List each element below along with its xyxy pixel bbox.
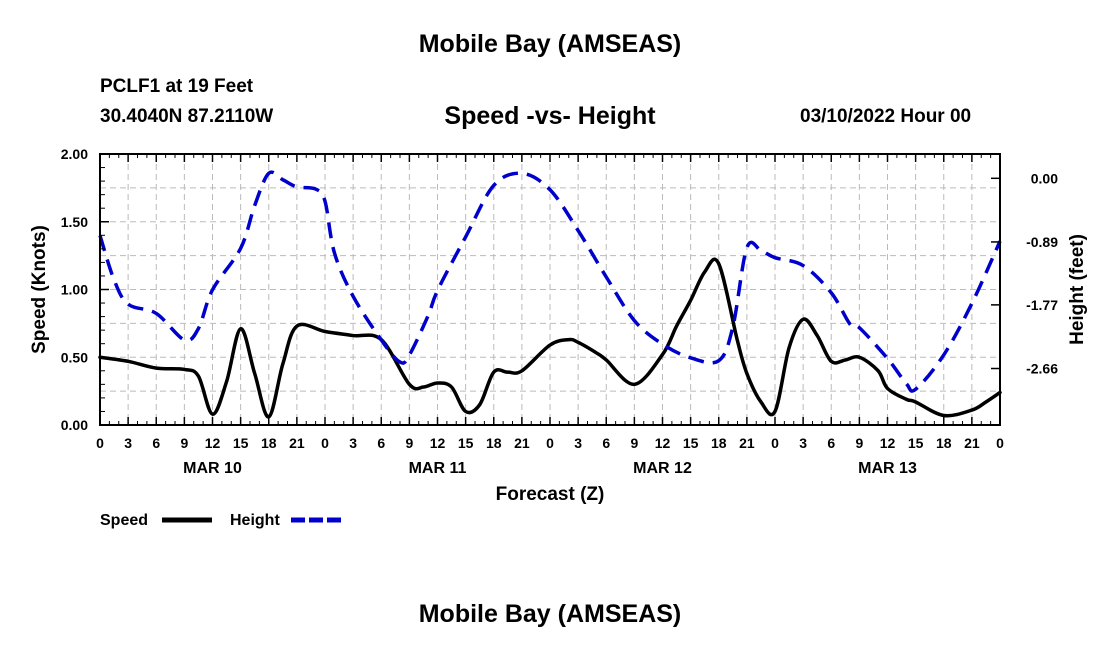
x-tick-label: 12 [205, 435, 221, 451]
y-tick-label: 0.50 [61, 349, 88, 365]
x-tick-label: 18 [936, 435, 952, 451]
y2-tick-label: 0.00 [1031, 170, 1058, 186]
y2-tick-label: -0.89 [1026, 234, 1058, 250]
day-label: MAR 10 [183, 460, 242, 477]
legend-label-height: Height [230, 512, 280, 529]
x-tick-label: 18 [711, 435, 727, 451]
height-series-line [98, 170, 1002, 393]
x-tick-label: 12 [655, 435, 671, 451]
station-coordinates: 30.4040N 87.2110W [100, 106, 274, 127]
day-label: MAR 11 [409, 460, 467, 477]
day-label: MAR 13 [858, 460, 917, 477]
y2-tick-label: -1.77 [1026, 297, 1058, 313]
x-tick-label: 3 [574, 435, 582, 451]
x-tick-label: 9 [405, 435, 413, 451]
chart-main-title: Mobile Bay (AMSEAS) [418, 30, 682, 58]
x-tick-label: 0 [321, 435, 329, 451]
y-tick-label: 1.00 [61, 282, 88, 298]
x-tick-label: 3 [349, 435, 357, 451]
x-tick-label: 0 [96, 435, 104, 451]
y2-tick-label: -2.66 [1026, 361, 1058, 377]
day-label: MAR 12 [633, 460, 692, 477]
station-label: PCLF1 at 19 Feet [100, 76, 254, 97]
x-tick-label: 6 [602, 435, 610, 451]
x-tick-label: 12 [880, 435, 896, 451]
x-tick-label: 21 [739, 435, 755, 451]
x-tick-label: 6 [377, 435, 385, 451]
x-tick-label: 12 [430, 435, 446, 451]
forecast-run-date: 03/10/2022 Hour 00 [800, 106, 972, 127]
x-tick-label: 15 [458, 435, 474, 451]
x-tick-label: 18 [486, 435, 502, 451]
plot-frame [99, 153, 1001, 426]
chart-subtitle: Speed -vs- Height [444, 102, 656, 130]
x-tick-label: 0 [771, 435, 779, 451]
x-tick-label: 6 [827, 435, 835, 451]
speed-series-line [98, 257, 1002, 419]
x-tick-label: 15 [683, 435, 699, 451]
x-tick-label: 18 [261, 435, 277, 451]
x-tick-label: 15 [908, 435, 924, 451]
x-tick-label: 9 [180, 435, 188, 451]
x-axis-title: Forecast (Z) [496, 484, 605, 505]
y-tick-label: 0.00 [61, 417, 88, 433]
x-tick-label: 3 [799, 435, 807, 451]
x-tick-label: 3 [124, 435, 132, 451]
x-tick-label: 21 [964, 435, 980, 451]
y-tick-label: 2.00 [61, 146, 88, 162]
x-tick-label: 9 [630, 435, 638, 451]
y-axis-title: Speed (Knots) [29, 225, 50, 354]
x-tick-label: 9 [855, 435, 863, 451]
y2-axis-title: Height (feet) [1067, 234, 1088, 345]
x-tick-label: 0 [996, 435, 1004, 451]
x-tick-label: 21 [514, 435, 530, 451]
x-tick-label: 15 [233, 435, 249, 451]
x-tick-label: 0 [546, 435, 554, 451]
x-tick-label: 6 [152, 435, 160, 451]
y-tick-label: 1.50 [61, 214, 88, 230]
x-tick-label: 21 [289, 435, 305, 451]
chart-footer-title: Mobile Bay (AMSEAS) [418, 600, 682, 628]
legend-label-speed: Speed [100, 512, 148, 529]
